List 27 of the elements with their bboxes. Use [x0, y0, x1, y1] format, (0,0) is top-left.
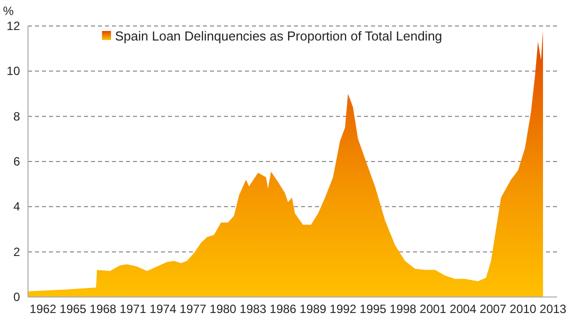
x-tick-label: 1980 [210, 302, 237, 316]
x-tick-label: 1971 [120, 302, 147, 316]
x-tick-label: 1995 [360, 302, 387, 316]
y-tick-label: 4 [13, 200, 20, 214]
x-tick-label: 1965 [60, 302, 87, 316]
x-tick-label: 2004 [450, 302, 477, 316]
x-tick-label: 1962 [30, 302, 57, 316]
x-tick-label: 1968 [90, 302, 117, 316]
legend-label: Spain Loan Delinquencies as Proportion of Total Lending [115, 28, 442, 44]
y-tick-label: 8 [13, 109, 20, 124]
y-axis-title: % [3, 4, 14, 18]
y-tick-label: 6 [13, 154, 20, 168]
x-tick-label: 1977 [180, 302, 207, 316]
x-tick-label: 1986 [270, 302, 297, 316]
x-tick-label: 2010 [510, 302, 537, 316]
y-tick-label: 0 [13, 290, 20, 304]
y-tick-label: 2 [13, 244, 20, 259]
x-tick-label: 1992 [330, 302, 357, 316]
x-tick-label: 2007 [480, 302, 507, 316]
x-tick-label: 1998 [390, 302, 417, 316]
x-tick-label: 1983 [240, 302, 267, 316]
x-tick-label: 2013 [540, 302, 567, 316]
y-tick-label: 12 [6, 19, 20, 33]
x-tick-label: 1989 [300, 302, 327, 316]
y-tick-label: 10 [6, 64, 20, 78]
x-tick-label: 1974 [150, 302, 177, 316]
x-tick-label: 2001 [420, 302, 447, 316]
